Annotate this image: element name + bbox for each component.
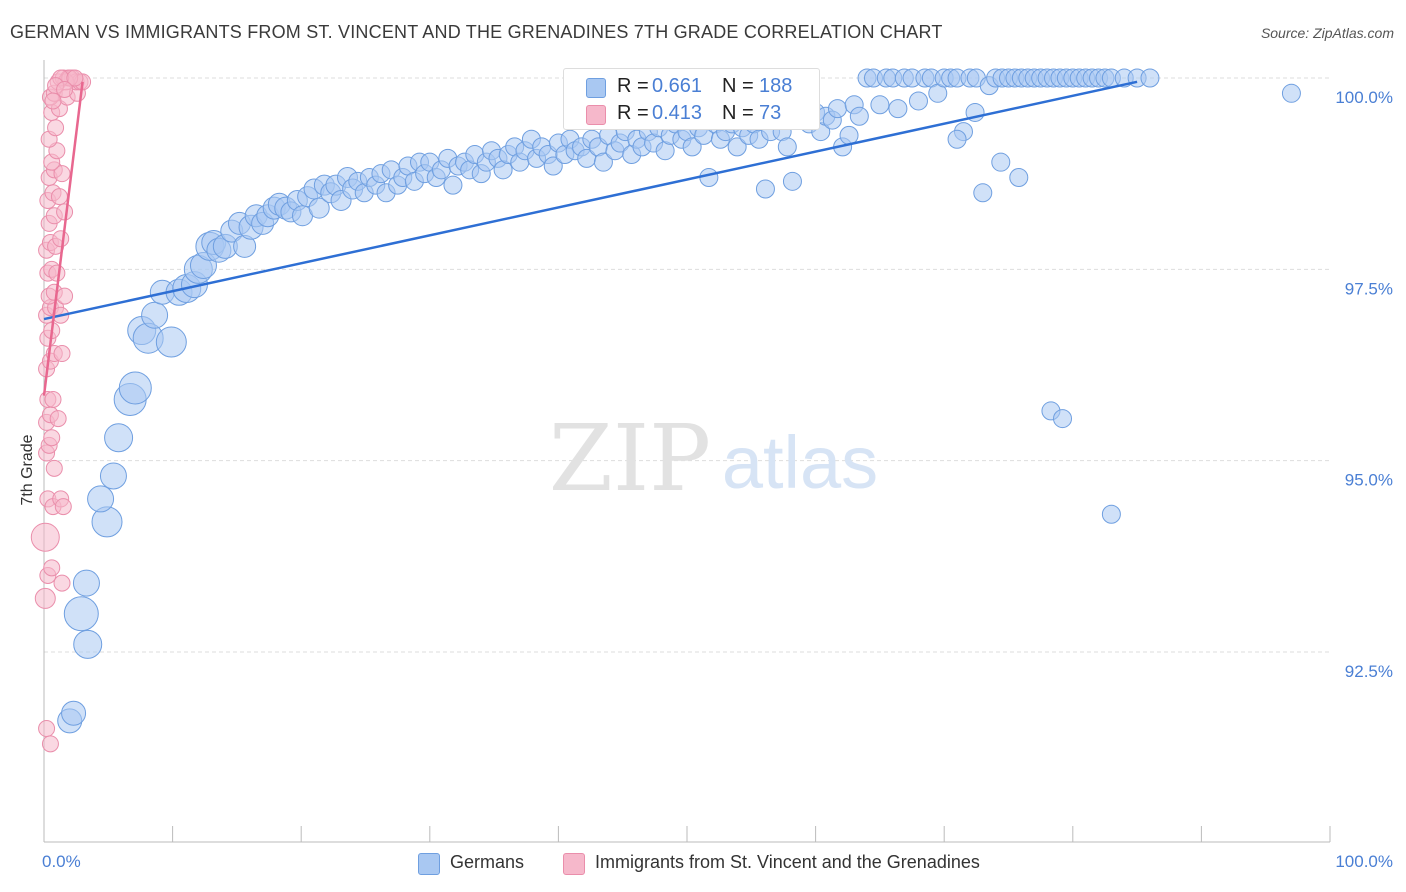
germans-point bbox=[443, 175, 463, 195]
germans-point bbox=[118, 371, 152, 405]
gridlines bbox=[44, 77, 1330, 653]
germans-point bbox=[1281, 83, 1301, 103]
immigrants-point bbox=[30, 522, 60, 552]
immigrants-point bbox=[56, 80, 74, 98]
immigrants-point bbox=[41, 735, 59, 753]
immigrants-point bbox=[49, 410, 67, 428]
trendlines bbox=[42, 80, 1138, 396]
legend-n-label: N = bbox=[722, 75, 754, 97]
germans-point bbox=[99, 462, 127, 490]
immigrants-point bbox=[66, 69, 84, 87]
immigrants-point bbox=[34, 587, 56, 609]
legend-swatch-germans bbox=[586, 78, 606, 98]
immigrants-point bbox=[48, 264, 66, 282]
source-label: Source: ZipAtlas.com bbox=[1260, 25, 1394, 41]
germans-point bbox=[593, 152, 613, 172]
germans-point bbox=[973, 183, 993, 203]
germans-point bbox=[699, 167, 719, 187]
immigrants-point bbox=[44, 390, 62, 408]
germans-point bbox=[308, 197, 330, 219]
germans-point bbox=[1140, 68, 1160, 88]
immigrants-point bbox=[43, 559, 61, 577]
chart-title: GERMAN VS IMMIGRANTS FROM ST. VINCENT AN… bbox=[10, 22, 943, 42]
legend-r-value: 0.661 bbox=[652, 75, 703, 97]
immigrants-point bbox=[53, 574, 71, 592]
germans-point bbox=[908, 91, 928, 111]
immigrants-point bbox=[44, 92, 62, 110]
watermark: ZIP atlas bbox=[549, 405, 878, 512]
immigrants-point bbox=[38, 720, 56, 738]
germans-point bbox=[61, 700, 87, 726]
stats-legend: R = 0.661 N = 188 R = 0.413 N = 73 bbox=[563, 68, 820, 130]
germans-point bbox=[73, 629, 103, 659]
watermark-atlas: atlas bbox=[722, 421, 878, 504]
immigrants-point bbox=[50, 188, 68, 206]
immigrants-point bbox=[53, 345, 71, 363]
germans-point bbox=[991, 152, 1011, 172]
germans-point bbox=[682, 137, 702, 157]
legend-n-label: N = bbox=[722, 102, 754, 124]
y-tick-labels: 92.5% 95.0% 97.5% 100.0% bbox=[1335, 88, 1393, 681]
germans-point bbox=[87, 485, 115, 513]
x-tick-label-max: 100.0% bbox=[1335, 852, 1393, 871]
series-immigrants-points bbox=[30, 69, 92, 753]
legend-swatch-immigrants bbox=[586, 105, 606, 125]
germans-point bbox=[155, 326, 187, 358]
immigrants-point bbox=[53, 165, 71, 183]
germans-point bbox=[888, 99, 908, 119]
immigrants-point bbox=[47, 119, 65, 137]
legend-n-value: 73 bbox=[759, 102, 782, 124]
germans-point bbox=[727, 137, 747, 157]
y-tick-label: 92.5% bbox=[1345, 662, 1393, 681]
germans-point bbox=[1053, 409, 1073, 429]
germans-point bbox=[827, 99, 847, 119]
germans-point bbox=[104, 423, 134, 453]
watermark-zip: ZIP bbox=[549, 405, 711, 512]
germans-point bbox=[782, 171, 802, 191]
series-germans-points bbox=[57, 68, 1301, 734]
germans-point bbox=[777, 137, 797, 157]
germans-point bbox=[1009, 167, 1029, 187]
bottom-legend-label-germans: Germans bbox=[450, 852, 525, 872]
immigrants-point bbox=[52, 230, 70, 248]
germans-point bbox=[839, 125, 859, 145]
legend-r-value: 0.413 bbox=[652, 102, 703, 124]
germans-point bbox=[63, 596, 99, 632]
germans-point bbox=[1101, 504, 1121, 524]
germans-point bbox=[543, 156, 563, 176]
y-tick-label: 95.0% bbox=[1345, 471, 1393, 490]
bottom-legend-swatch-immigrants bbox=[563, 853, 585, 875]
y-tick-label: 100.0% bbox=[1335, 88, 1393, 107]
immigrants-point bbox=[43, 429, 61, 447]
x-tick-label-min: 0.0% bbox=[42, 852, 81, 871]
germans-point bbox=[870, 95, 890, 115]
immigrants-point bbox=[56, 287, 74, 305]
y-tick-label: 97.5% bbox=[1345, 279, 1393, 298]
bottom-legend-swatch-germans bbox=[418, 853, 440, 875]
germans-point bbox=[755, 179, 775, 199]
bottom-legend-label-immigrants: Immigrants from St. Vincent and the Gren… bbox=[595, 852, 980, 872]
immigrants-point bbox=[45, 459, 63, 477]
germans-point bbox=[849, 106, 869, 126]
legend-n-value: 188 bbox=[759, 75, 793, 97]
immigrants-point bbox=[56, 203, 74, 221]
legend-r-label: R = bbox=[617, 75, 649, 97]
immigrants-point bbox=[54, 498, 72, 516]
immigrants-trendline bbox=[42, 81, 84, 396]
germans-point bbox=[947, 129, 967, 149]
germans-trendline bbox=[43, 80, 1138, 321]
germans-point bbox=[72, 569, 100, 597]
germans-point bbox=[141, 301, 169, 329]
legend-r-label: R = bbox=[617, 102, 649, 124]
